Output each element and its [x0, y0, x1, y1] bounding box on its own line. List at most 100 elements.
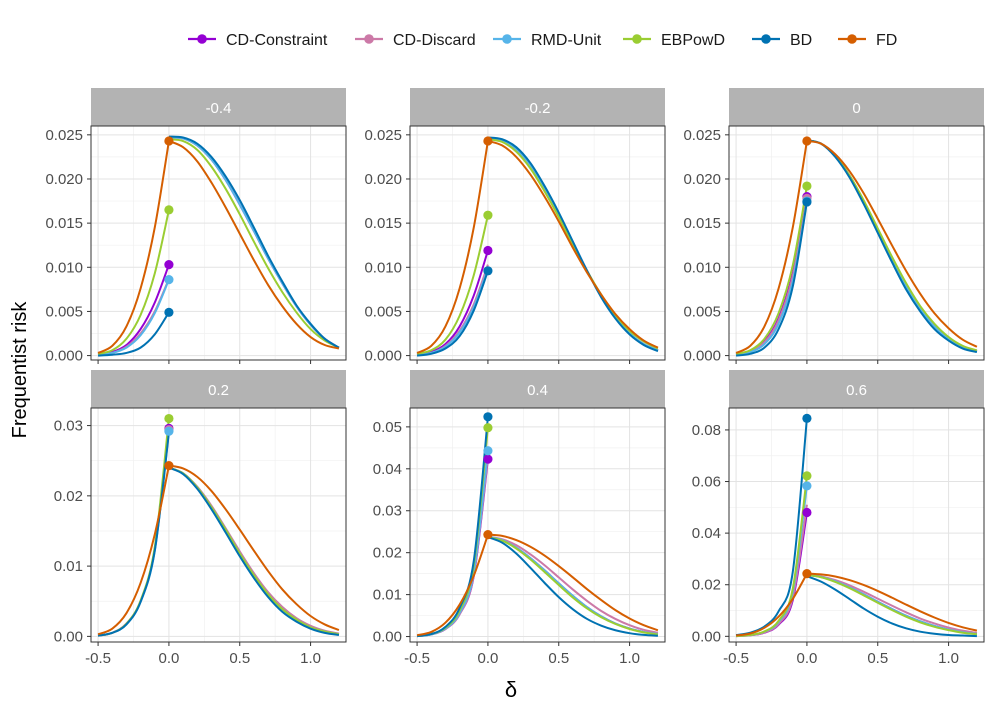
y-tick-label: 0.025: [364, 127, 402, 144]
y-tick-label: 0.00: [692, 628, 721, 645]
series-line-left-ebpowd: [416, 214, 489, 355]
series-point-bd: [483, 266, 493, 276]
panel-border: [728, 125, 985, 361]
y-tick-label: 0.015: [683, 215, 721, 232]
x-tick-label: 1.0: [300, 650, 321, 667]
x-tick-label: -0.5: [404, 650, 430, 667]
series-point-fd: [802, 569, 812, 579]
legend-label: EBPowD: [661, 32, 725, 49]
facet-panel-0-4: 0.4 -0.5 0.0 0.5 1.0 0.00 0.01 0.02 0.03 0.04 0.05: [373, 370, 666, 667]
facet-panels: -0.40.0000.0050.0100.0150.0200.025-0.20.…: [45, 88, 985, 667]
series-line-left-bd: [98, 311, 170, 357]
series-point-bd: [483, 412, 493, 422]
y-tick-label: 0.000: [45, 348, 83, 365]
panel-background: [410, 126, 665, 360]
series-line-right-ebpowd: [487, 138, 659, 350]
x-tick-label: -0.5: [723, 650, 749, 667]
series-point-rmd-unit: [164, 275, 174, 285]
series-line-right-bd: [168, 466, 340, 636]
legend-label: CD-Constraint: [226, 32, 328, 49]
y-tick-label: 0.02: [54, 488, 83, 505]
series-dots: [483, 136, 493, 276]
facet-panel-0-4: -0.4 0.000 0.005 0.010 0.015 0.020 0.025: [45, 88, 347, 365]
legend-key-dot: [364, 34, 374, 44]
y-tick-label: 0.01: [54, 558, 83, 575]
legend-key-dot: [632, 34, 642, 44]
y-axis-title: Frequentist risk: [9, 301, 31, 439]
x-tick-label: 0.5: [548, 650, 569, 667]
legend-key-dot: [761, 34, 771, 44]
series-point-ebpowd: [164, 205, 174, 215]
y-tick-label: 0.03: [373, 503, 402, 520]
series-line-left-fd: [97, 140, 170, 354]
facet-strip-label: 0.4: [527, 382, 548, 399]
y-tick-label: 0.08: [692, 422, 721, 439]
legend-item-bd: BD: [752, 32, 812, 49]
facet-strip-label: 0.2: [208, 382, 229, 399]
y-tick-label: 0.03: [54, 418, 83, 435]
series-line-left-ebpowd: [736, 475, 808, 638]
facet-strip-label: -0.2: [525, 100, 551, 117]
series-line-right-bd: [168, 135, 340, 349]
x-tick-label: 1.0: [938, 650, 959, 667]
series-dots: [164, 136, 174, 317]
series-line-right-ebpowd: [806, 573, 978, 636]
y-tick-label: 0.000: [683, 348, 721, 365]
y-tick-label: 0.020: [45, 171, 83, 188]
series-point-cd-constraint: [164, 260, 174, 270]
y-tick-label: 0.010: [683, 259, 721, 276]
series-line-right-ebpowd: [168, 138, 340, 349]
y-tick-label: 0.020: [683, 171, 721, 188]
series-lines: [735, 139, 978, 357]
series-point-cd-constraint: [483, 454, 493, 464]
series-point-ebpowd: [483, 210, 493, 220]
facet-strip: [410, 88, 665, 126]
y-tick-label: 0.015: [364, 215, 402, 232]
facet-strip-label: 0.6: [846, 382, 867, 399]
y-tick-label: 0.000: [364, 348, 402, 365]
y-tick-label: 0.04: [373, 461, 402, 478]
series-line-left-fd: [416, 534, 489, 637]
series-line-right-fd: [806, 572, 978, 632]
facet-strip: [729, 370, 984, 408]
series-line-right-bd: [806, 139, 978, 354]
series-lines: [97, 418, 340, 637]
legend-label: RMD-Unit: [531, 32, 602, 49]
series-point-bd: [164, 307, 174, 317]
series-point-ebpowd: [164, 413, 174, 424]
series-line-left-fd: [735, 573, 808, 637]
y-tick-label: 0.020: [364, 171, 402, 188]
facet-strip-label: 0: [852, 100, 860, 117]
series-line-left-fd: [416, 140, 489, 354]
series-line-left-bd: [416, 270, 489, 357]
series-point-rmd-unit: [164, 426, 174, 436]
series-dots: [802, 413, 812, 579]
panel-border: [409, 407, 666, 643]
panel-border: [90, 125, 347, 361]
series-line-left-bd: [735, 201, 808, 357]
series-line-right-cd-discard: [487, 535, 659, 634]
facet-strip: [91, 88, 346, 126]
legend-key-dot: [502, 34, 512, 44]
y-tick-label: 0.00: [373, 629, 402, 646]
series-point-fd: [483, 136, 493, 146]
legend-item-cd-discard: CD-Discard: [355, 32, 476, 49]
y-tick-label: 0.010: [364, 259, 402, 276]
series-line-right-bd: [487, 536, 658, 637]
series-point-rmd-unit: [483, 446, 493, 456]
panel-border: [409, 125, 666, 361]
series-line-right-ebpowd: [487, 536, 659, 636]
y-tick-label: 0.06: [692, 474, 721, 491]
panel-border: [728, 407, 985, 643]
y-tick-label: 0.025: [683, 127, 721, 144]
x-tick-label: 0.5: [867, 650, 888, 667]
gridlines: [91, 126, 346, 360]
y-tick-label: 0.015: [45, 215, 83, 232]
facet-strip: [91, 370, 346, 408]
series-lines: [735, 418, 978, 638]
series-point-bd: [802, 197, 812, 207]
series-line-left-ebpowd: [97, 209, 170, 355]
series-point-fd: [483, 530, 493, 540]
legend-item-ebpowd: EBPowD: [623, 32, 725, 49]
panel-background: [410, 408, 665, 642]
